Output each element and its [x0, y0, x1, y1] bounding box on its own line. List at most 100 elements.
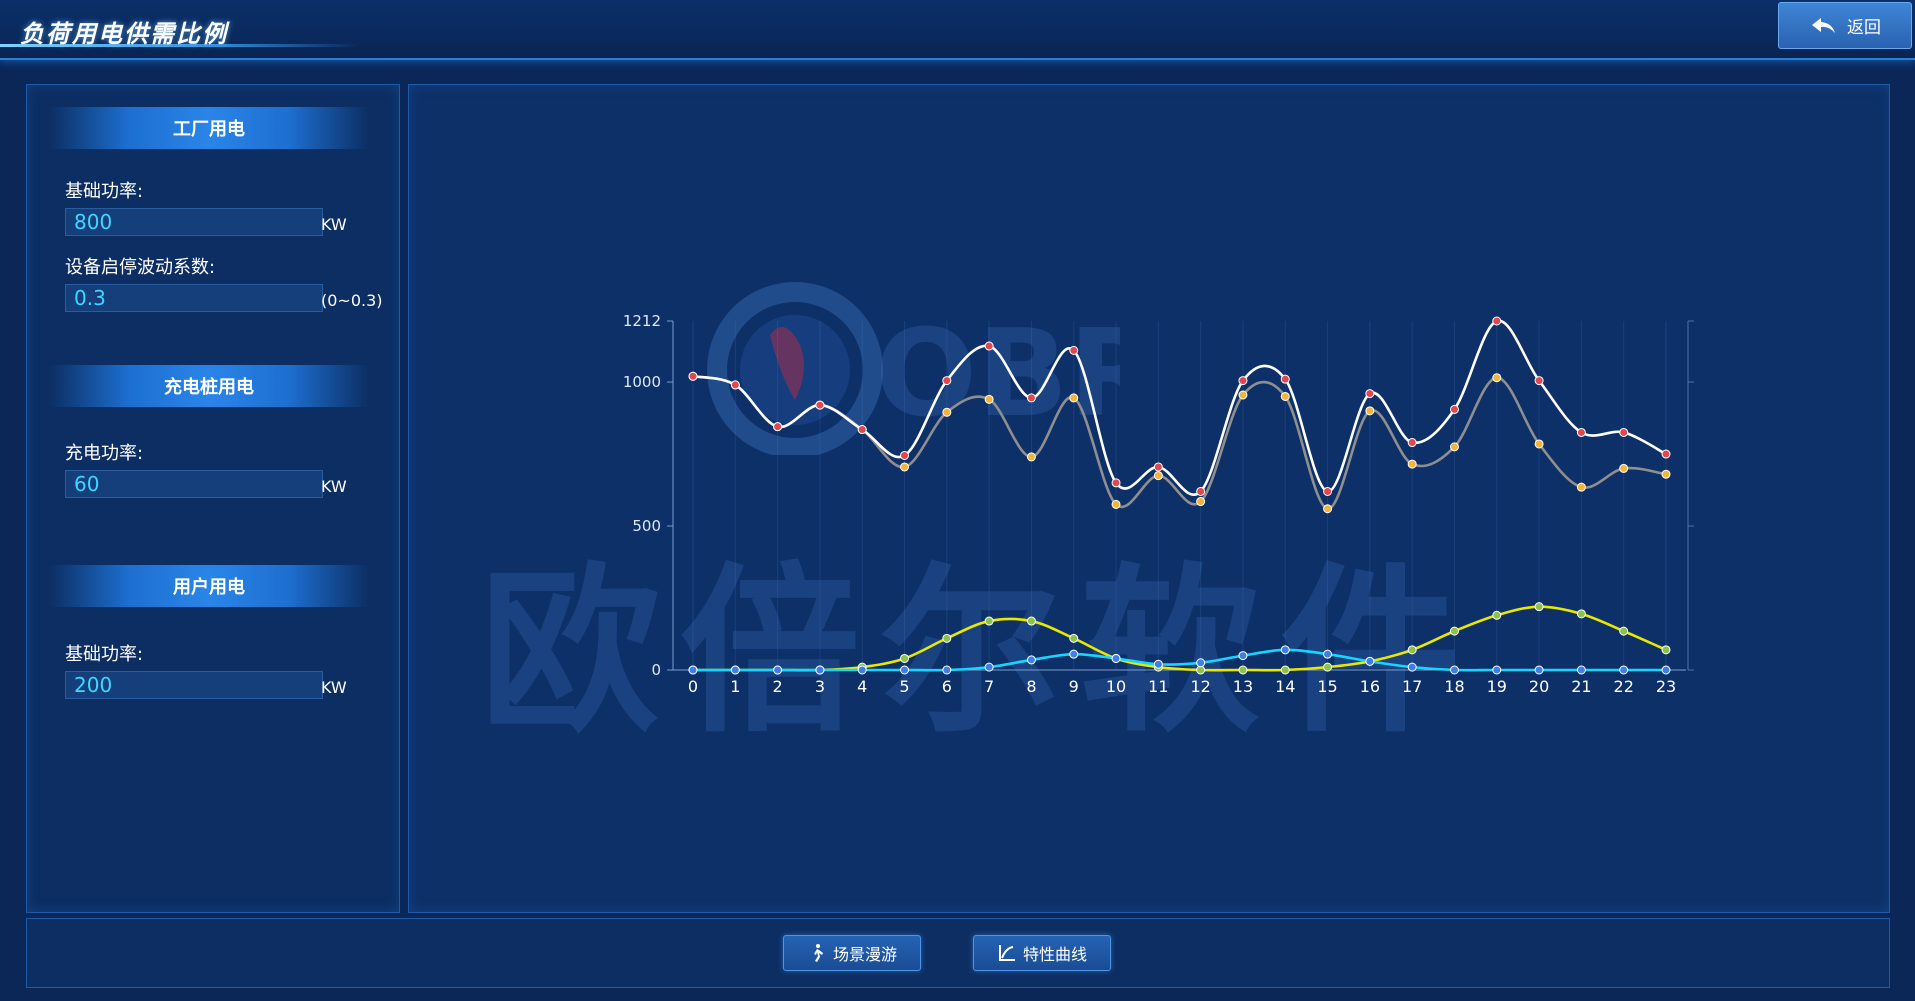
data-point	[984, 341, 994, 351]
data-point	[815, 665, 825, 675]
data-point	[1238, 390, 1248, 400]
data-point	[1365, 406, 1375, 416]
data-point	[1026, 452, 1036, 462]
data-point	[1619, 626, 1629, 636]
series-line	[693, 605, 1667, 672]
x-tick-label: 14	[1275, 677, 1295, 696]
data-point	[1407, 459, 1417, 469]
bottom-toolbar: 场景漫游 特性曲线	[26, 918, 1890, 988]
back-button-label: 返回	[1847, 18, 1881, 38]
data-point	[1534, 602, 1544, 612]
data-point	[900, 462, 910, 472]
data-point	[1449, 442, 1459, 452]
charging-power-input[interactable]	[65, 470, 323, 498]
chart-series	[688, 316, 1671, 675]
data-point	[1238, 376, 1248, 386]
data-point	[1449, 404, 1459, 414]
page-title: 负荷用电供需比例	[20, 20, 228, 48]
household-base-power-label: 基础功率:	[65, 644, 144, 665]
x-tick-label: 22	[1614, 677, 1634, 696]
data-point	[1069, 649, 1079, 659]
data-point	[1280, 645, 1290, 655]
data-point	[942, 665, 952, 675]
data-point	[1492, 316, 1502, 326]
x-tick-label: 7	[984, 677, 994, 696]
data-point	[688, 665, 698, 675]
data-point	[1153, 462, 1163, 472]
scene-roam-button[interactable]: 场景漫游	[783, 935, 921, 971]
data-point	[1619, 665, 1629, 675]
factory-fluct-label: 设备启停波动系数:	[65, 257, 216, 278]
data-point	[1069, 633, 1079, 643]
watermark-logo: OBR	[707, 282, 1120, 455]
data-point	[1534, 376, 1544, 386]
curve-chart-icon	[998, 945, 1015, 961]
data-point	[1576, 609, 1586, 619]
x-tick-label: 3	[815, 677, 825, 696]
data-point	[1492, 665, 1502, 675]
household-base-power-unit: KW	[321, 678, 347, 697]
x-tick-label: 19	[1487, 677, 1507, 696]
data-point	[900, 450, 910, 460]
data-point	[1196, 486, 1206, 496]
data-point	[1111, 499, 1121, 509]
data-point	[1661, 449, 1671, 459]
scene-roam-label: 场景漫游	[832, 945, 897, 964]
data-point	[1365, 389, 1375, 399]
data-point	[984, 394, 994, 404]
data-point	[1449, 626, 1459, 636]
data-point	[1323, 486, 1333, 496]
data-point	[1280, 665, 1290, 675]
y-tick-label: 1212	[623, 312, 661, 330]
x-tick-label: 8	[1026, 677, 1036, 696]
back-arrow-icon	[1812, 17, 1835, 33]
walking-icon	[813, 944, 823, 962]
y-tick-label: 500	[632, 517, 661, 535]
x-tick-label: 9	[1069, 677, 1079, 696]
data-point	[1026, 616, 1036, 626]
data-point	[1492, 373, 1502, 383]
chart-grid	[692, 321, 1667, 670]
charging-power-label: 充电功率:	[65, 443, 144, 464]
data-point	[1323, 662, 1333, 672]
x-tick-label: 16	[1360, 677, 1380, 696]
data-point	[1323, 649, 1333, 659]
back-button[interactable]: 返回	[1778, 2, 1912, 49]
data-point	[857, 425, 867, 435]
x-tick-label: 20	[1529, 677, 1549, 696]
data-point	[857, 665, 867, 675]
title-glow	[0, 44, 360, 47]
factory-fluct-input[interactable]	[65, 284, 323, 312]
factory-fluct-range: (0~0.3)	[321, 291, 383, 310]
data-point	[1407, 645, 1417, 655]
y-tick-label: 0	[651, 661, 661, 679]
data-point	[1449, 665, 1459, 675]
data-point	[942, 633, 952, 643]
data-point	[1111, 478, 1121, 488]
x-tick-label: 15	[1317, 677, 1337, 696]
x-tick-label: 0	[688, 677, 698, 696]
data-point	[1196, 658, 1206, 668]
data-point	[1026, 655, 1036, 665]
factory-base-power-input[interactable]	[65, 208, 323, 236]
data-point	[1365, 656, 1375, 666]
data-point	[1534, 665, 1544, 675]
household-base-power-input[interactable]	[65, 671, 323, 699]
data-point	[1323, 504, 1333, 514]
section-header-household: 用户用电	[49, 565, 369, 607]
data-point	[773, 665, 783, 675]
charging-power-unit: KW	[321, 477, 347, 496]
data-point	[1576, 665, 1586, 675]
x-tick-label: 10	[1106, 677, 1126, 696]
chart-panel	[408, 84, 1890, 913]
characteristic-curve-button[interactable]: 特性曲线	[973, 935, 1111, 971]
x-tick-label: 21	[1571, 677, 1591, 696]
factory-base-power-unit: KW	[321, 215, 347, 234]
x-tick-label: 23	[1656, 677, 1676, 696]
data-point	[900, 665, 910, 675]
data-point	[942, 407, 952, 417]
data-point	[984, 616, 994, 626]
x-tick-label: 5	[899, 677, 909, 696]
data-point	[1619, 427, 1629, 437]
